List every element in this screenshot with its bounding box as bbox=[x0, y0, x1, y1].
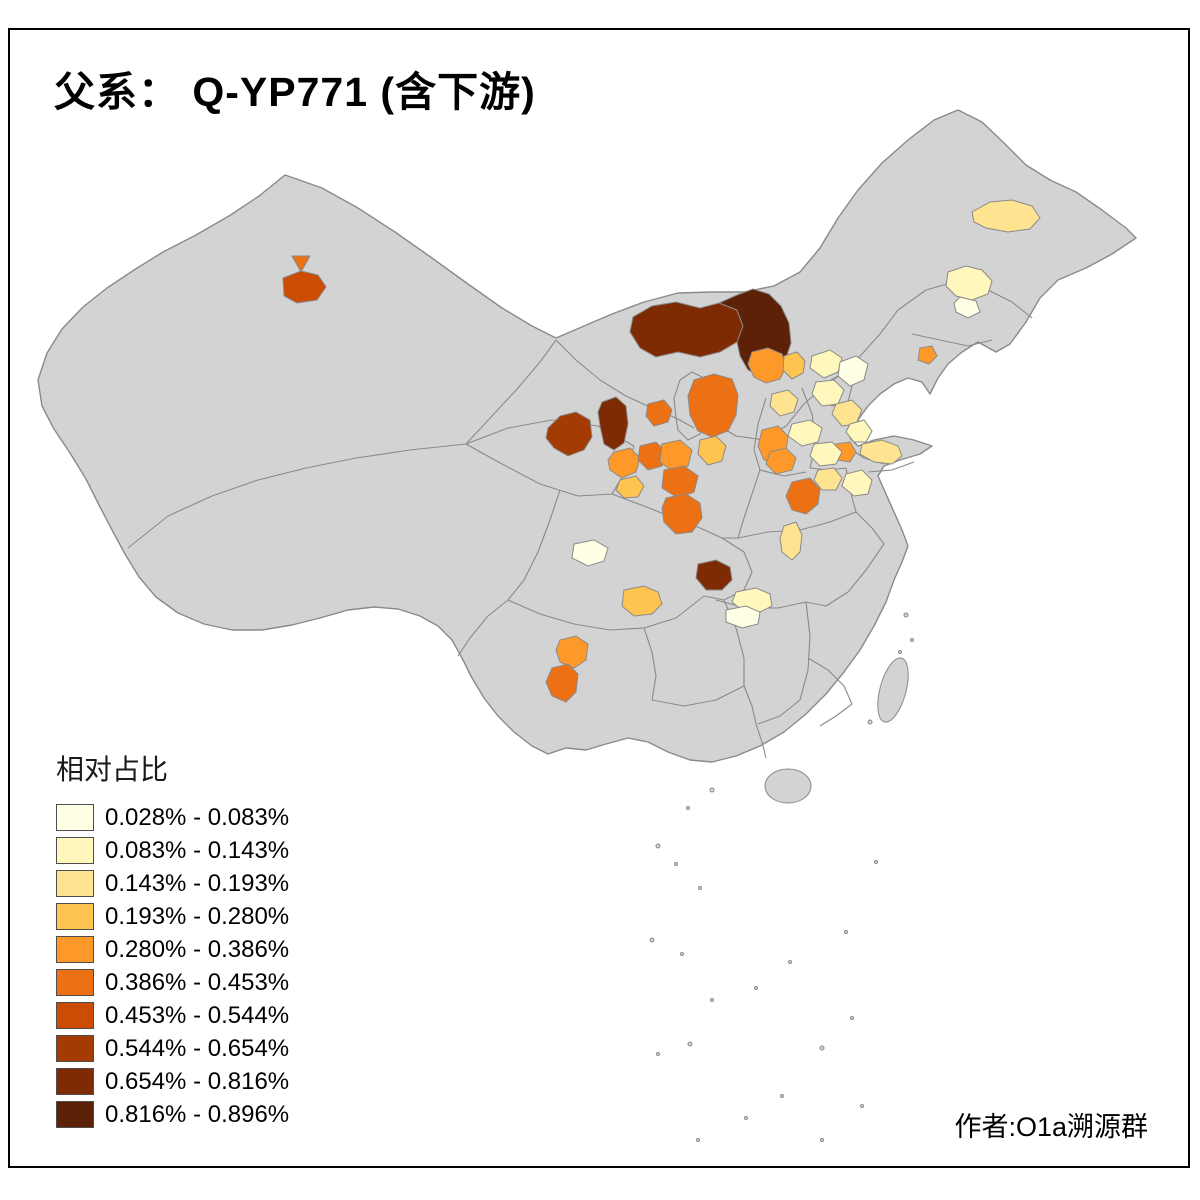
map-region-hlj bbox=[971, 199, 1041, 233]
map-region-hen-c bbox=[809, 441, 843, 467]
legend-row: 0.083% - 0.143% bbox=[56, 837, 289, 864]
map-region-yn-b bbox=[545, 663, 579, 703]
plot-frame bbox=[8, 28, 1190, 1168]
map-region-gs-e bbox=[637, 441, 667, 471]
map-region-shaanxi-b bbox=[661, 465, 699, 499]
map-region-gs-a bbox=[545, 411, 593, 457]
legend-label: 0.193% - 0.280% bbox=[105, 902, 290, 930]
legend-label: 0.654% - 0.816% bbox=[105, 1067, 290, 1095]
map-region-gs-d bbox=[607, 447, 641, 479]
map-region-hen-d bbox=[785, 477, 821, 515]
map-region-xj-b bbox=[282, 270, 327, 304]
map-region-gs-b bbox=[597, 396, 629, 451]
legend-row: 0.544% - 0.654% bbox=[56, 1035, 289, 1062]
legend-title: 相对占比 bbox=[56, 754, 169, 785]
legend-swatch bbox=[56, 1002, 94, 1029]
legend-row: 0.193% - 0.280% bbox=[56, 903, 289, 930]
map-region-shanxi-n bbox=[769, 389, 799, 417]
legend-label: 0.280% - 0.386% bbox=[105, 935, 290, 963]
legend-swatch bbox=[56, 1035, 94, 1062]
legend-row: 0.654% - 0.816% bbox=[56, 1068, 289, 1095]
map-region-sc-a bbox=[571, 539, 609, 567]
map-region-bj-a bbox=[809, 349, 843, 379]
map-region-hen-b bbox=[787, 419, 823, 447]
legend-swatch bbox=[56, 804, 94, 831]
map-region-hen-a bbox=[765, 447, 797, 475]
map-region-shaanxi-c bbox=[661, 493, 703, 535]
map-region-nx bbox=[697, 435, 727, 466]
legend-rows: 0.028% - 0.083% 0.083% - 0.143% 0.143% - 0… bbox=[56, 804, 289, 1128]
legend-label: 0.143% - 0.193% bbox=[105, 869, 290, 897]
legend-swatch bbox=[56, 903, 94, 930]
legend-row: 0.816% - 0.896% bbox=[56, 1101, 289, 1128]
legend-label: 0.544% - 0.654% bbox=[105, 1034, 290, 1062]
map-region-im-e2 bbox=[782, 351, 806, 380]
legend-label: 0.083% - 0.143% bbox=[105, 836, 290, 864]
map-region-im-e1 bbox=[747, 347, 787, 384]
legend-label: 0.816% - 0.896% bbox=[105, 1100, 290, 1128]
map-region-jl-a bbox=[945, 265, 993, 301]
map-region-hun bbox=[725, 605, 761, 629]
map-region-bj-b bbox=[837, 355, 869, 387]
taiwan-island bbox=[877, 657, 909, 723]
south-china-sea-islands bbox=[649, 612, 914, 1142]
legend: 相对占比 0.028% - 0.083% 0.083% - 0.143% 0.143… bbox=[56, 748, 289, 1134]
map-region-ln bbox=[917, 345, 938, 365]
map-region-hen-e bbox=[813, 467, 843, 491]
map-region-jl-b bbox=[953, 296, 981, 319]
legend-row: 0.143% - 0.193% bbox=[56, 870, 289, 897]
map-region-yn-a bbox=[555, 635, 589, 669]
map-region-anhui bbox=[841, 469, 873, 497]
legend-swatch bbox=[56, 936, 94, 963]
page-title: 父系： Q-YP771 (含下游) bbox=[54, 69, 536, 115]
legend-swatch bbox=[56, 837, 94, 864]
legend-row: 0.386% - 0.453% bbox=[56, 969, 289, 996]
map-region-hub-b bbox=[731, 587, 773, 613]
map-region-xj-a bbox=[291, 255, 311, 274]
legend-swatch bbox=[56, 870, 94, 897]
hainan-island bbox=[764, 768, 812, 804]
legend-row: 0.280% - 0.386% bbox=[56, 936, 289, 963]
map-region-sc-b bbox=[621, 585, 663, 617]
legend-row: 0.028% - 0.083% bbox=[56, 804, 289, 831]
map-region-im-w bbox=[629, 301, 744, 358]
map-region-tj bbox=[845, 419, 873, 443]
map-region-sd-w bbox=[859, 439, 903, 465]
map-region-im-s bbox=[687, 373, 739, 438]
map-region-gs-f bbox=[615, 475, 645, 499]
map-region-cq bbox=[695, 559, 733, 591]
legend-row: 0.453% - 0.544% bbox=[56, 1002, 289, 1029]
legend-swatch bbox=[56, 1068, 94, 1095]
map-region-hub-a bbox=[779, 521, 803, 561]
legend-swatch bbox=[56, 969, 94, 996]
legend-label: 0.028% - 0.083% bbox=[105, 803, 290, 831]
legend-label: 0.386% - 0.453% bbox=[105, 968, 290, 996]
map-region-shaanxi-a bbox=[659, 439, 693, 473]
legend-swatch bbox=[56, 1101, 94, 1128]
attribution: 作者:O1a溯源群 bbox=[954, 1112, 1148, 1142]
legend-label: 0.453% - 0.544% bbox=[105, 1001, 290, 1029]
map-region-gs-c bbox=[645, 399, 673, 427]
choropleth-regions bbox=[282, 199, 1041, 703]
